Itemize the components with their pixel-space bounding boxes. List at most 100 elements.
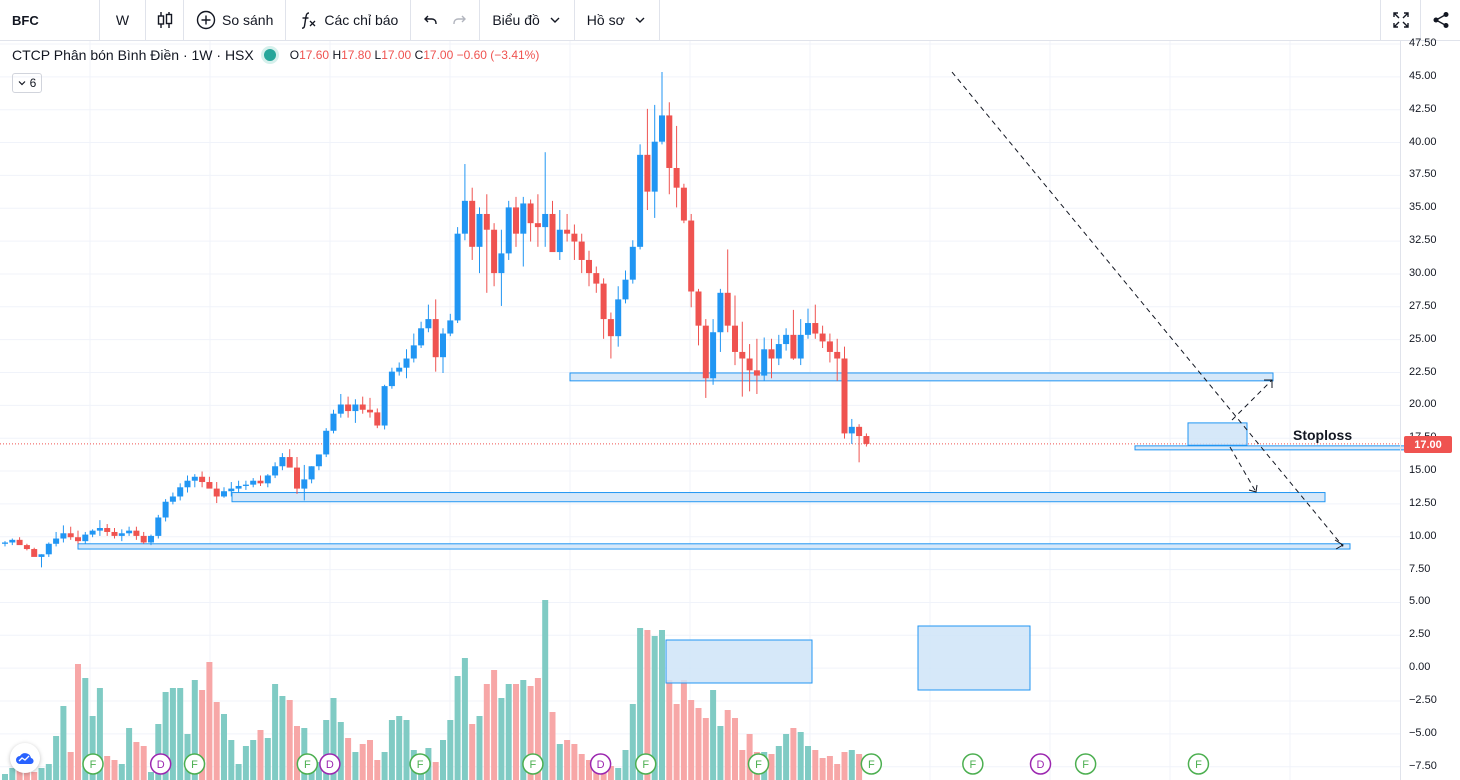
volume-bar (89, 716, 96, 780)
volume-bar (396, 716, 403, 780)
zone-drawings[interactable] (77, 372, 1406, 691)
price-axis-label: −2.50 (1409, 694, 1437, 706)
volume-bar (352, 752, 359, 780)
profile-menu-button[interactable]: Hồ sơ (575, 0, 660, 40)
share-button[interactable] (1420, 0, 1460, 40)
candle-body (476, 213, 483, 247)
volume-bar (666, 680, 673, 780)
compare-button[interactable]: So sánh (184, 0, 287, 40)
candle-body (67, 533, 74, 538)
candle-body (629, 246, 636, 280)
candle-body (257, 480, 264, 484)
candle-body (45, 543, 52, 555)
candle-body (432, 319, 439, 358)
volume-bar (432, 762, 439, 780)
volume-bar (111, 760, 118, 780)
fullscreen-button[interactable] (1380, 0, 1420, 40)
change-value: −0.60 (−3.41%) (456, 48, 540, 62)
entry-zone (1187, 422, 1248, 446)
chevron-down-icon (550, 17, 560, 23)
candle-body (447, 320, 454, 334)
share-icon (1433, 12, 1448, 28)
volume-bar (651, 636, 658, 780)
volume-bar (330, 698, 337, 780)
event-marker-label: D (1037, 759, 1045, 771)
price-axis-label: 25.00 (1409, 332, 1437, 345)
volume-bar (2, 774, 8, 780)
earnings-marker (82, 753, 104, 775)
candle-body (469, 200, 476, 247)
price-axis-label: 27.50 (1409, 299, 1437, 312)
dividend-marker (589, 753, 612, 775)
volume-bar (9, 768, 16, 780)
price-axis-label: 0.00 (1409, 661, 1431, 674)
candle-body (140, 535, 147, 543)
earnings-marker (1074, 753, 1097, 775)
candle-body (483, 213, 490, 230)
price-axis-label: 22.50 (1409, 365, 1437, 378)
top-toolbar: BFC W So sánh Các chỉ báo Biểu đồ Hồ sơ (0, 0, 1460, 41)
candle-body (600, 283, 607, 320)
candle-body (556, 229, 563, 253)
volume-bar (607, 766, 614, 780)
volume-bar (133, 742, 140, 780)
symbol-search[interactable]: BFC (0, 0, 100, 40)
redo-icon[interactable] (451, 12, 467, 28)
earnings-marker (962, 753, 984, 775)
support-zone (77, 543, 1351, 550)
event-marker-label: F (530, 759, 537, 771)
function-icon (302, 12, 316, 29)
dividend-marker (319, 753, 341, 775)
candle-body (177, 487, 184, 497)
candle-body (228, 488, 235, 492)
price-axis-label: 20.00 (1409, 398, 1437, 411)
price-axis[interactable]: 47.50 45.00 42.50 40.00 37.50 35.00 32.50 30.00… (1400, 37, 1460, 780)
indicators-button[interactable]: Các chỉ báo (286, 0, 412, 40)
trend-drawings[interactable] (951, 71, 1344, 550)
projection-arrow-down (1229, 446, 1257, 493)
stoploss-label[interactable]: Stoploss (1293, 427, 1353, 443)
volume-bar (564, 740, 571, 780)
volume-highlight-zone (917, 625, 1031, 691)
interval-button[interactable]: W (100, 0, 146, 40)
chart-menu-button[interactable]: Biểu đồ (480, 0, 575, 40)
volume-bar (294, 726, 300, 780)
projection-arrow-up (1231, 379, 1273, 421)
candle-body (680, 187, 687, 221)
volume-bar (732, 718, 738, 780)
volume-bar (345, 738, 352, 780)
event-marker-label: F (304, 759, 311, 771)
candle-body (23, 545, 30, 550)
candle-body (294, 467, 300, 489)
candle-body (425, 319, 432, 329)
volume-bar (75, 664, 81, 780)
candle-body (724, 292, 731, 326)
candle-body (118, 533, 125, 536)
chart-type-button[interactable] (146, 0, 184, 40)
price-axis-label: 42.50 (1409, 102, 1437, 115)
volume-bar (250, 740, 257, 780)
undo-icon[interactable] (423, 12, 439, 28)
volume-bar (323, 720, 330, 780)
candle-body (367, 409, 373, 413)
candle-body (191, 476, 198, 481)
volume-bar (520, 680, 527, 780)
candle-body (279, 457, 286, 467)
earnings-marker (183, 753, 206, 775)
indicators-collapse-button[interactable]: 6 (12, 73, 42, 93)
volume-bar (53, 736, 60, 780)
candles (2, 72, 870, 568)
volume-bar (527, 686, 534, 780)
volume-bar (440, 740, 446, 780)
volume-bar (403, 720, 410, 780)
volume-bar (841, 752, 848, 780)
volume-bar (374, 760, 381, 780)
candle-body (96, 528, 103, 531)
event-marker-label: F (191, 759, 198, 771)
tradingview-logo[interactable] (10, 743, 40, 773)
candle-body (863, 436, 870, 444)
candle-body (549, 213, 556, 253)
volume-bar (235, 764, 242, 780)
